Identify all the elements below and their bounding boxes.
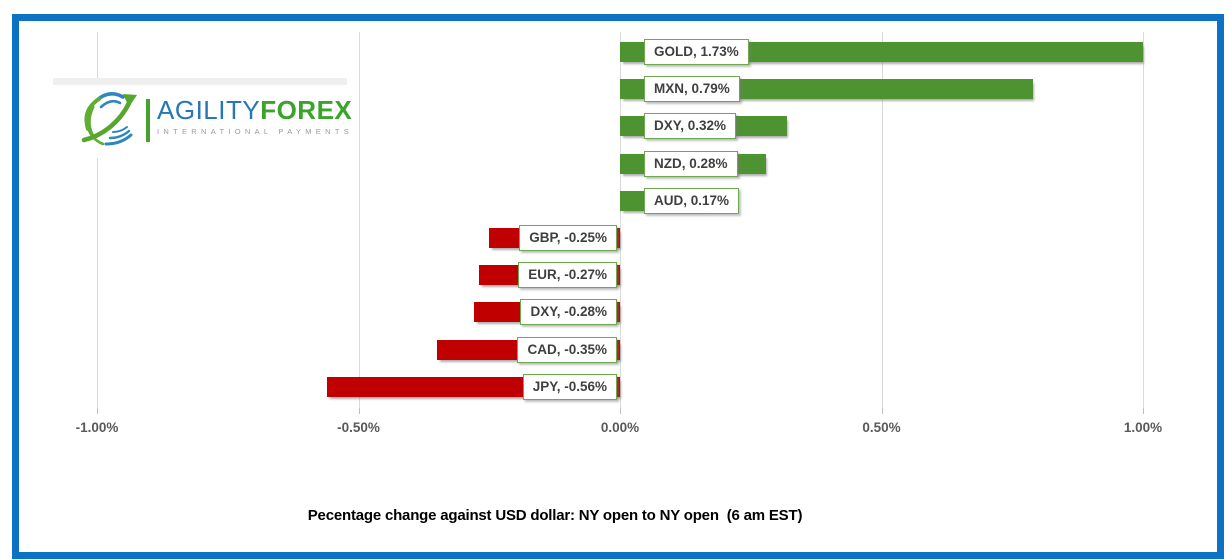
bar-label-cad-8: CAD, -0.35% [517, 336, 617, 363]
axis-tick [620, 408, 621, 414]
bar-label-aud-4: AUD, 0.17% [644, 187, 740, 214]
bar-gold-0 [620, 42, 1143, 62]
axis-tick-label: 0.50% [862, 420, 901, 435]
logo-wordmark: AGILITYFOREX INTERNATIONAL PAYMENTS [157, 97, 353, 136]
axis-tick [1143, 408, 1144, 414]
logo-tagline: INTERNATIONAL PAYMENTS [157, 127, 353, 136]
border-frame [12, 14, 1224, 559]
axis-tick-label: 0.00% [600, 420, 640, 435]
axis-tick [358, 408, 360, 414]
bar-label-gold-0: GOLD, 1.73% [644, 39, 749, 65]
axis-tick [97, 408, 98, 414]
logo-brand-primary: AGILITY [157, 95, 261, 125]
chart-caption: Pecentage change against USD dollar: NY … [307, 507, 803, 524]
gridline [620, 32, 621, 408]
bar-label-dxy-7: DXY, -0.28% [520, 299, 617, 326]
bar-label-eur-6: EUR, -0.27% [518, 262, 617, 289]
logo-background-band [53, 78, 347, 85]
bar-label-gbp-5: GBP, -0.25% [519, 225, 617, 251]
axis-tick-label: -0.50% [337, 420, 380, 435]
bar-label-mxn-1: MXN, 0.79% [644, 76, 740, 103]
logo-brand-secondary: FOREX [260, 95, 353, 125]
gridline [97, 32, 98, 408]
gridline [1143, 32, 1144, 408]
axis-tick-label: -1.00% [75, 420, 119, 435]
axis-tick-label: 1.00% [1123, 420, 1163, 435]
bar-label-jpy-9: JPY, -0.56% [522, 373, 617, 400]
logo-separator [146, 99, 150, 142]
gridline [358, 32, 360, 408]
globe-arrow-icon [81, 92, 137, 146]
axis-tick [881, 408, 883, 414]
gridline [881, 32, 883, 408]
bar-label-nzd-3: NZD, 0.28% [644, 150, 738, 177]
bar-label-dxy-2: DXY, 0.32% [644, 113, 737, 140]
